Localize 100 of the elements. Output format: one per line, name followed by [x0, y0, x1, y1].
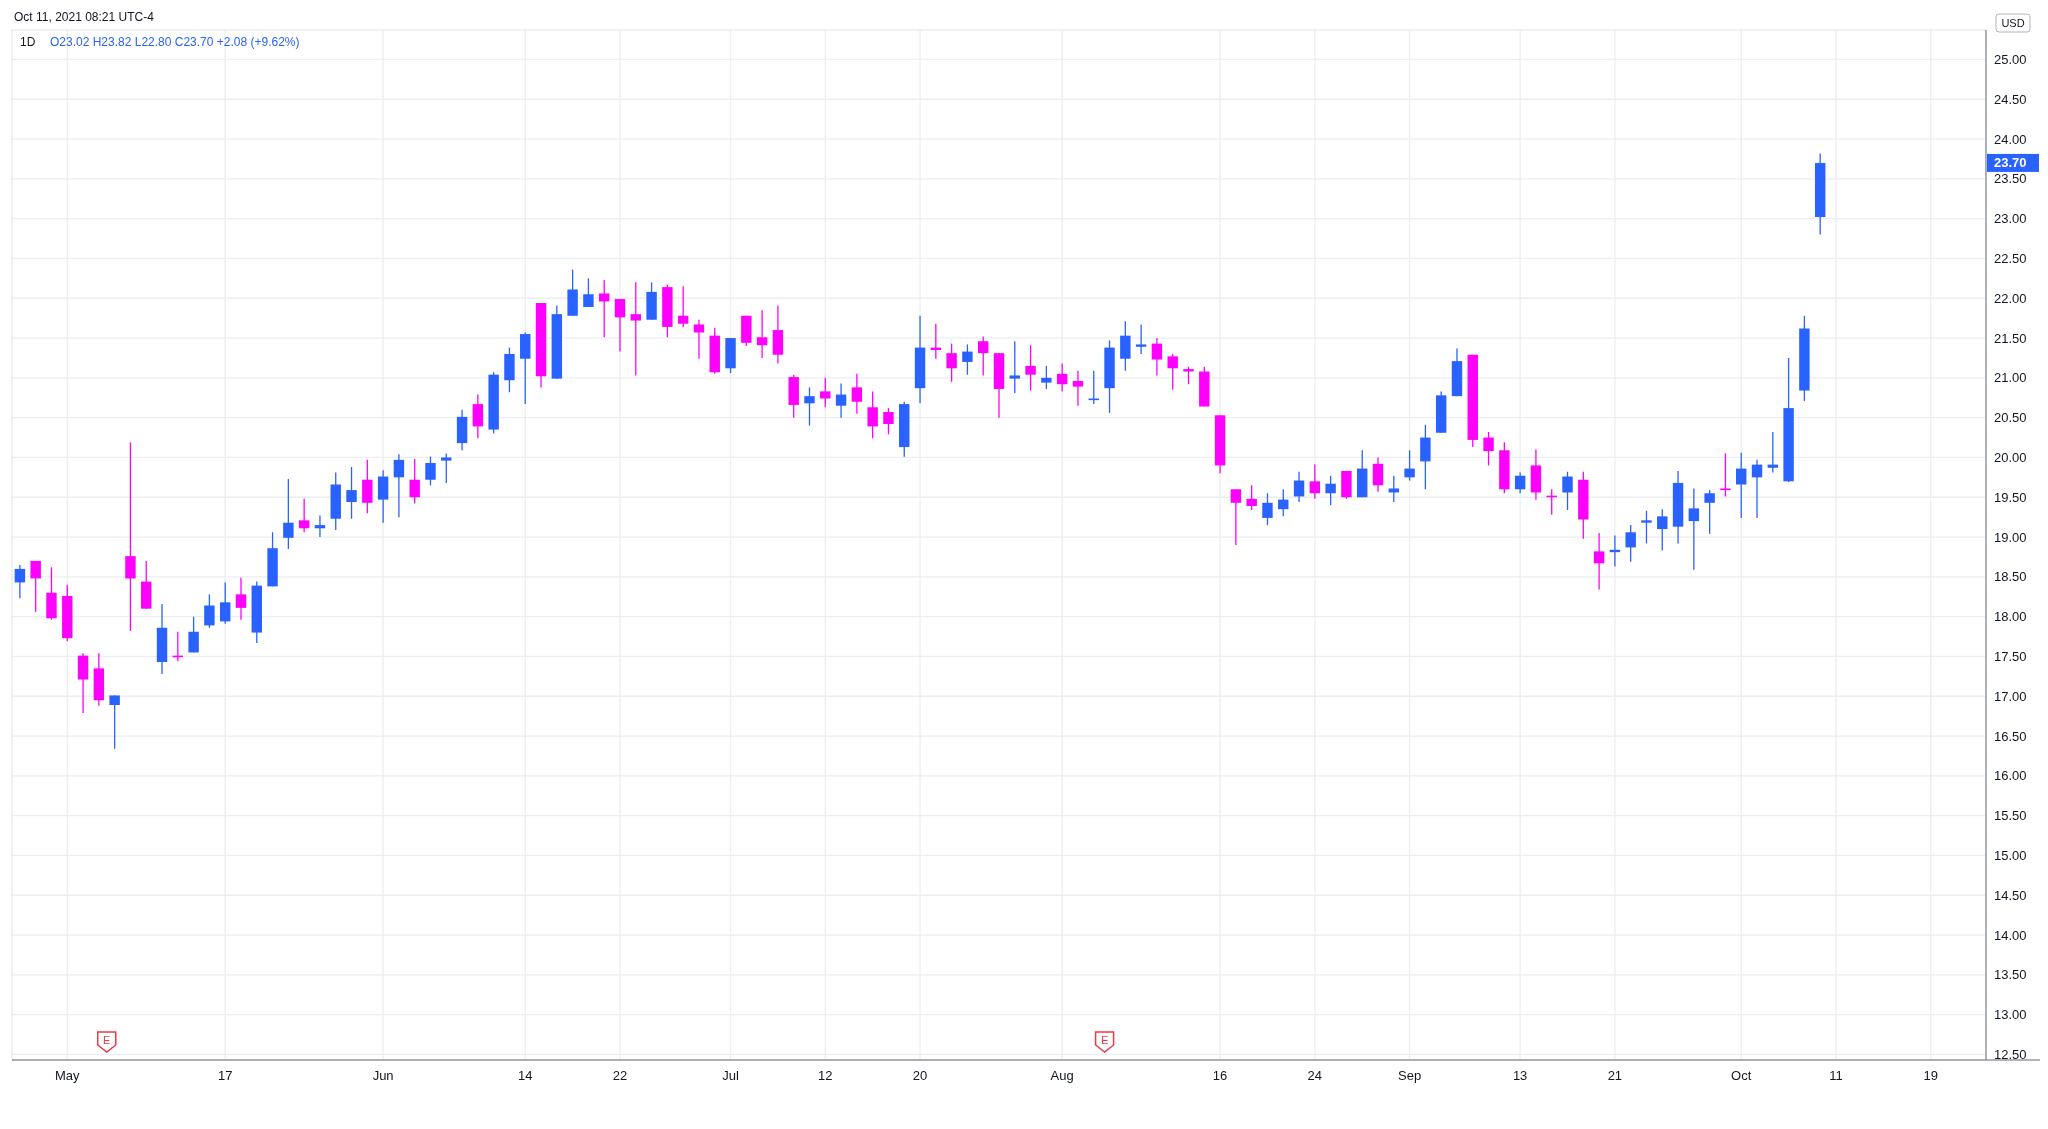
candlestick [677, 285, 689, 328]
candlestick [1562, 471, 1573, 511]
candlestick [1246, 484, 1257, 511]
y-tick-label: 22.00 [1994, 290, 2027, 306]
candlestick [77, 652, 89, 714]
candlestick [1041, 365, 1052, 390]
candlestick [425, 456, 436, 486]
y-tick-label: 24.50 [1994, 91, 2027, 107]
candlestick [1751, 459, 1763, 519]
x-tick-label: 13 [1512, 1068, 1528, 1083]
candlestick [472, 393, 484, 439]
candlestick [978, 335, 989, 377]
candlestick [1278, 488, 1289, 517]
candlestick [583, 277, 594, 308]
flag-icon: E [1094, 1031, 1115, 1053]
y-tick-label: 19.00 [1994, 529, 2027, 545]
candlestick [804, 386, 815, 427]
candlestick [14, 564, 26, 599]
candlestick [188, 615, 199, 654]
y-tick-label: 12.50 [1994, 1046, 2027, 1062]
y-tick-label: 20.00 [1994, 449, 2027, 465]
y-tick-label: 20.50 [1994, 410, 2027, 426]
candlestick [1056, 362, 1068, 393]
candlestick [598, 279, 610, 338]
text: Oct 11, 2021 08:21 UTC-4 [14, 10, 155, 25]
candlestick [109, 694, 120, 750]
candlestick [946, 342, 957, 383]
y-axis-title: USD [2001, 16, 2025, 29]
candlestick [1120, 320, 1131, 372]
y-tick-label: 23.50 [1994, 171, 2027, 187]
x-tick-label: 17 [217, 1068, 233, 1083]
candlestick [1372, 456, 1384, 493]
x-tick-label: 21 [1607, 1068, 1623, 1083]
y-tick-label: 22.50 [1994, 251, 2027, 266]
x-tick-label: 14 [518, 1068, 533, 1083]
y-tick-label: 17.00 [1994, 688, 2027, 704]
candlestick [820, 377, 831, 408]
candlestick [1625, 524, 1636, 563]
candlestick [1309, 463, 1321, 500]
candlestick [1593, 532, 1605, 591]
candlestick [235, 576, 247, 621]
y-tick-label: 23.00 [1994, 211, 2027, 227]
candlestick [1009, 340, 1020, 394]
y-tick-label: 21.50 [1994, 330, 2027, 346]
y-tick-label: 15.00 [1994, 847, 2027, 863]
text: O23.02 H23.82 L22.80 C23.70 +2.08 (+9.62%) [50, 35, 300, 50]
candlestick [393, 453, 405, 518]
candlestick [409, 458, 420, 505]
y-tick-label: 13.50 [1994, 967, 2027, 983]
y-tick-label: 14.50 [1994, 887, 2027, 903]
x-tick-label: Aug [1050, 1068, 1074, 1083]
candlestick [1151, 337, 1163, 377]
candlestick [204, 593, 215, 629]
y-tick-label: 16.00 [1994, 768, 2027, 784]
candlestick [1657, 508, 1668, 552]
x-tick-label: Oct [1731, 1068, 1752, 1083]
candlestick [1325, 475, 1336, 506]
candlestick [298, 498, 310, 533]
candlestick [1293, 471, 1305, 503]
candlestick [362, 459, 373, 514]
x-tick-label: Jun [372, 1068, 394, 1083]
candlestick [1388, 475, 1400, 503]
x-tick-label: May [54, 1068, 81, 1083]
y-tick-label: 14.00 [1994, 927, 2027, 943]
annotation: E [103, 1033, 111, 1046]
candlestick [851, 373, 863, 415]
candlestick [883, 407, 894, 436]
candlestick [30, 560, 41, 613]
candlestick [1262, 492, 1273, 526]
y-tick-label: 18.50 [1994, 569, 2027, 585]
text: 23.70 [1994, 155, 2027, 171]
candlestick [346, 466, 357, 520]
candlestick [1072, 370, 1084, 407]
y-tick-label: 24.00 [1994, 131, 2027, 147]
candlestick [1720, 452, 1731, 498]
candlestick [835, 382, 847, 419]
x-tick-label: 22 [612, 1068, 628, 1083]
candlestick [1230, 488, 1242, 546]
candlestick [1704, 489, 1715, 535]
x-tick-label: 19 [1923, 1068, 1938, 1083]
candlestick [1420, 424, 1431, 490]
candlestick [125, 441, 136, 632]
candlestick [756, 309, 768, 359]
y-tick-label: 25.00 [1994, 52, 2027, 67]
candlestick [962, 343, 973, 376]
x-tick-label: 24 [1307, 1068, 1323, 1083]
candlestick [1025, 344, 1036, 392]
candlestick [283, 478, 294, 550]
candlestick [1514, 471, 1526, 494]
candlestick [441, 452, 452, 484]
x-tick-label: 20 [912, 1068, 928, 1083]
candlestick [1688, 487, 1700, 571]
candlestick [219, 581, 231, 625]
candlestick [1404, 449, 1415, 482]
x-tick-label: Jul [722, 1068, 739, 1083]
y-tick-label: 13.00 [1994, 1007, 2027, 1023]
y-tick-label: 18.00 [1994, 609, 2027, 625]
candlestick [314, 514, 326, 538]
candlestick [1767, 431, 1779, 474]
x-tick-label: Sep [1398, 1068, 1422, 1083]
